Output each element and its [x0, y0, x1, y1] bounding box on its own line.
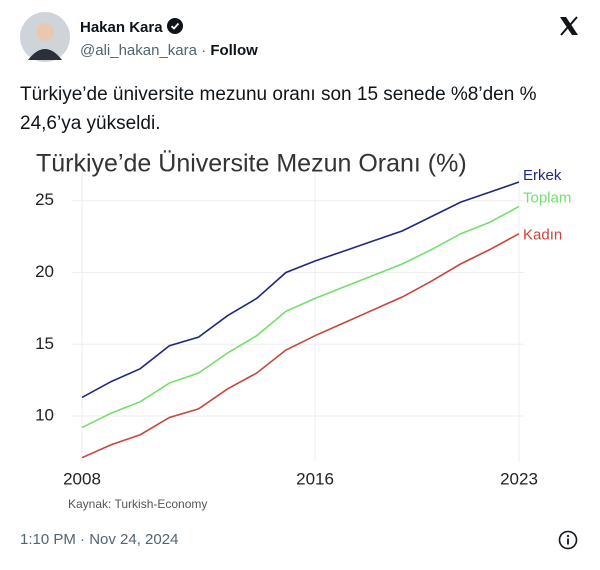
x-tick-label: 2016 — [296, 469, 334, 488]
x-tick-label: 2008 — [63, 469, 101, 488]
series-label: Kadın — [523, 227, 562, 244]
x-logo[interactable] — [558, 15, 580, 37]
y-tick-label: 20 — [35, 262, 54, 281]
chart: Türkiye’de Üniversite Mezun Oranı (%) Ka… — [35, 150, 571, 512]
y-tick-label: 10 — [35, 406, 54, 425]
x-tick-label: 2023 — [500, 469, 538, 488]
name-text[interactable]: Hakan Kara — [80, 19, 163, 36]
info-icon[interactable] — [558, 530, 578, 550]
avatar — [20, 12, 70, 62]
series-line — [81, 233, 520, 459]
series-line — [81, 181, 520, 399]
author-name[interactable]: Hakan Kara — [80, 18, 183, 36]
separator: · — [201, 42, 207, 59]
series-line — [81, 205, 520, 429]
chart-source: Kaynak: Turkish-Economy — [68, 497, 207, 511]
handle[interactable]: @ali_hakan_kara — [80, 42, 197, 59]
verified-badge — [166, 18, 183, 34]
series-label: Erkek — [523, 167, 562, 184]
tweet-text: Türkiye’de üniversite mezunu oranı son 1… — [20, 84, 537, 134]
series-label: Toplam — [523, 189, 571, 206]
follow-button[interactable]: Follow — [210, 42, 258, 59]
chart-title: Türkiye’de Üniversite Mezun Oranı (%) — [36, 150, 467, 178]
timestamp[interactable]: 1:10 PM · Nov 24, 2024 — [20, 531, 179, 548]
handle-line: @ali_hakan_kara · Follow — [80, 42, 258, 59]
y-tick-label: 15 — [35, 334, 54, 353]
y-tick-label: 25 — [35, 190, 54, 209]
